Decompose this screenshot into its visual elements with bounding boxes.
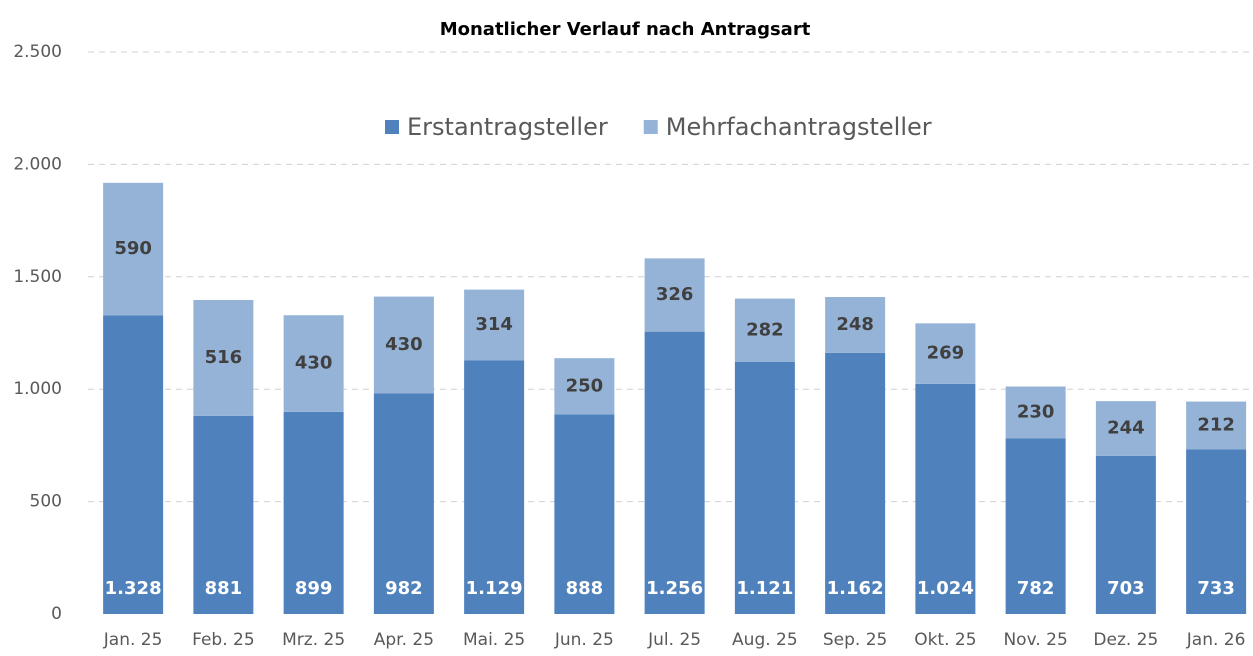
data-label: 899 bbox=[295, 578, 333, 599]
x-tick-label: Jan. 25 bbox=[103, 630, 163, 650]
data-label: 1.129 bbox=[466, 578, 523, 599]
x-tick-label: Okt. 25 bbox=[914, 630, 976, 650]
bar-segment bbox=[554, 414, 615, 614]
bar-segment bbox=[644, 258, 705, 332]
y-tick-label: 0 bbox=[51, 604, 62, 624]
data-label: 230 bbox=[1017, 401, 1055, 422]
data-label: 326 bbox=[656, 284, 694, 305]
data-label: 282 bbox=[746, 319, 784, 340]
chart-title: Monatlicher Verlauf nach Antragsart bbox=[440, 19, 811, 40]
legend-swatch bbox=[643, 120, 658, 134]
bar-segment bbox=[1186, 449, 1247, 614]
data-label: 881 bbox=[205, 578, 243, 599]
bar-segment bbox=[1005, 386, 1066, 439]
data-label: 888 bbox=[566, 578, 604, 599]
bar-segment bbox=[103, 315, 164, 614]
data-label: 244 bbox=[1107, 418, 1145, 439]
bar-segment bbox=[734, 361, 795, 614]
x-tick-label: Mrz. 25 bbox=[282, 630, 345, 650]
bar-segment bbox=[373, 296, 434, 394]
bar-segment bbox=[1095, 455, 1156, 614]
data-label: 314 bbox=[475, 314, 513, 335]
x-tick-label: Sep. 25 bbox=[823, 630, 887, 650]
bar-segment bbox=[283, 315, 344, 412]
bar-segment bbox=[193, 415, 254, 614]
x-tick-label: Aug. 25 bbox=[732, 630, 798, 650]
y-tick-label: 500 bbox=[30, 492, 62, 512]
data-label: 516 bbox=[205, 347, 243, 368]
y-tick-label: 2.000 bbox=[13, 154, 62, 174]
bar-segment bbox=[554, 358, 615, 415]
bar-segment bbox=[825, 352, 886, 614]
legend-label: Erstantragsteller bbox=[407, 113, 608, 141]
bar-segment bbox=[1095, 401, 1156, 456]
data-label: 430 bbox=[385, 334, 423, 355]
y-tick-label: 2.500 bbox=[13, 42, 62, 62]
bar-segment bbox=[734, 298, 795, 362]
data-label: 982 bbox=[385, 578, 423, 599]
bar-segment bbox=[825, 297, 886, 353]
data-label: 1.328 bbox=[105, 578, 162, 599]
bar-segment bbox=[283, 411, 344, 614]
bar-segment bbox=[464, 360, 525, 614]
bar-segment bbox=[103, 182, 164, 316]
bar-segment bbox=[193, 299, 254, 416]
y-tick-label: 1.500 bbox=[13, 267, 62, 287]
data-label: 430 bbox=[295, 353, 333, 374]
data-label: 1.256 bbox=[646, 578, 703, 599]
data-label: 269 bbox=[927, 343, 965, 364]
bar-segment bbox=[915, 383, 976, 614]
bar-segment bbox=[464, 289, 525, 361]
bar-segment bbox=[373, 393, 434, 614]
data-label: 590 bbox=[114, 238, 152, 259]
x-tick-label: Mai. 25 bbox=[463, 630, 525, 650]
legend-label: Mehrfachantragsteller bbox=[666, 113, 932, 141]
data-label: 1.024 bbox=[917, 578, 974, 599]
y-tick-label: 1.000 bbox=[13, 379, 62, 399]
bar-segment bbox=[1186, 401, 1247, 450]
data-label: 1.162 bbox=[827, 578, 884, 599]
x-tick-label: Jul. 25 bbox=[647, 630, 701, 650]
data-label: 1.121 bbox=[736, 578, 793, 599]
x-tick-label: Apr. 25 bbox=[374, 630, 434, 650]
x-tick-label: Jan. 26 bbox=[1186, 630, 1246, 650]
bar-segment bbox=[1005, 438, 1066, 614]
data-label: 250 bbox=[566, 375, 604, 396]
data-label: 782 bbox=[1017, 578, 1055, 599]
data-label: 703 bbox=[1107, 578, 1145, 599]
x-tick-label: Feb. 25 bbox=[192, 630, 255, 650]
bar-segment bbox=[915, 323, 976, 384]
data-label: 733 bbox=[1197, 578, 1235, 599]
legend-swatch bbox=[385, 120, 399, 134]
x-tick-label: Nov. 25 bbox=[1003, 630, 1067, 650]
data-label: 212 bbox=[1197, 414, 1235, 435]
x-tick-label: Dez. 25 bbox=[1093, 630, 1158, 650]
bar-segment bbox=[644, 331, 705, 614]
data-label: 248 bbox=[836, 314, 874, 335]
x-tick-label: Jun. 25 bbox=[554, 630, 614, 650]
